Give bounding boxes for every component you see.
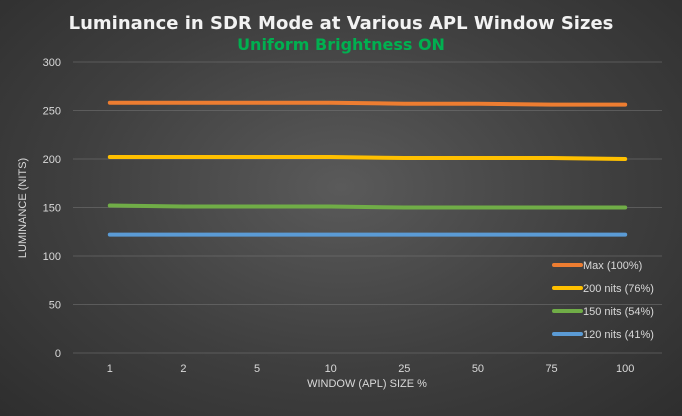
data-point <box>329 101 333 105</box>
data-point <box>255 101 259 105</box>
data-point <box>476 156 480 160</box>
x-tick-label: 5 <box>254 363 260 375</box>
data-point <box>402 156 406 160</box>
data-point <box>108 155 112 159</box>
chart-subtitle: Uniform Brightness ON <box>237 35 445 54</box>
data-point <box>550 103 554 107</box>
data-point <box>108 204 112 208</box>
x-tick-label: 10 <box>325 363 337 375</box>
data-point <box>623 233 627 237</box>
legend-label: 200 nits (76%) <box>583 283 654 295</box>
legend-label: 120 nits (41%) <box>583 329 654 341</box>
y-tick-label: 300 <box>43 57 61 69</box>
x-tick-label: 1 <box>107 363 113 375</box>
data-point <box>181 155 185 159</box>
data-point <box>108 101 112 105</box>
data-point <box>402 233 406 237</box>
series-line-3 <box>107 203 628 210</box>
data-point <box>255 205 259 209</box>
data-point <box>108 233 112 237</box>
data-point <box>623 206 627 209</box>
legend-item: 150 nits (54%) <box>552 306 654 318</box>
data-point <box>623 103 627 107</box>
data-point <box>181 233 185 237</box>
x-tick-label: 25 <box>398 363 410 375</box>
legend-label: Max (100%) <box>583 260 642 272</box>
legend-item: 200 nits (76%) <box>552 283 654 295</box>
series-line-1 <box>107 100 628 107</box>
x-tick-label: 75 <box>545 363 557 375</box>
y-tick-label: 100 <box>43 251 61 263</box>
series-line-2 <box>107 155 628 161</box>
y-tick-label: 150 <box>43 203 61 215</box>
data-point <box>476 206 480 209</box>
legend-item: 120 nits (41%) <box>552 329 654 341</box>
data-point <box>181 205 185 209</box>
data-point <box>550 156 554 160</box>
data-point <box>329 155 333 159</box>
data-point <box>402 206 406 209</box>
legend-label: 150 nits (54%) <box>583 306 654 318</box>
y-tick-label: 200 <box>43 154 61 166</box>
data-point <box>329 233 333 237</box>
x-axis-ticks: 1 2 5 10 25 50 75 100 <box>107 363 635 375</box>
x-axis-label: WINDOW (APL) SIZE % <box>307 378 427 390</box>
data-point <box>623 157 627 161</box>
x-tick-label: 100 <box>616 363 634 375</box>
data-point <box>255 155 259 159</box>
data-point <box>181 101 185 105</box>
data-point <box>255 233 259 237</box>
data-point <box>550 233 554 237</box>
data-point <box>329 205 333 209</box>
legend-item: Max (100%) <box>552 260 642 272</box>
data-point <box>476 233 480 237</box>
data-point <box>550 206 554 209</box>
data-point <box>402 102 406 106</box>
y-tick-label: 0 <box>55 348 61 360</box>
y-axis-ticks: 0 50 100 150 200 250 300 <box>43 57 61 360</box>
legend: Max (100%) 200 nits (76%) 150 nits (54%) 12… <box>552 260 654 341</box>
chart-title: Luminance in SDR Mode at Various APL Win… <box>69 13 614 34</box>
series-lines <box>107 100 628 237</box>
y-axis-label: LUMINANCE (NITS) <box>17 158 29 258</box>
y-tick-label: 50 <box>49 300 61 312</box>
x-tick-label: 50 <box>472 363 484 375</box>
x-tick-label: 2 <box>180 363 186 375</box>
y-tick-label: 250 <box>43 106 61 118</box>
data-point <box>476 102 480 106</box>
